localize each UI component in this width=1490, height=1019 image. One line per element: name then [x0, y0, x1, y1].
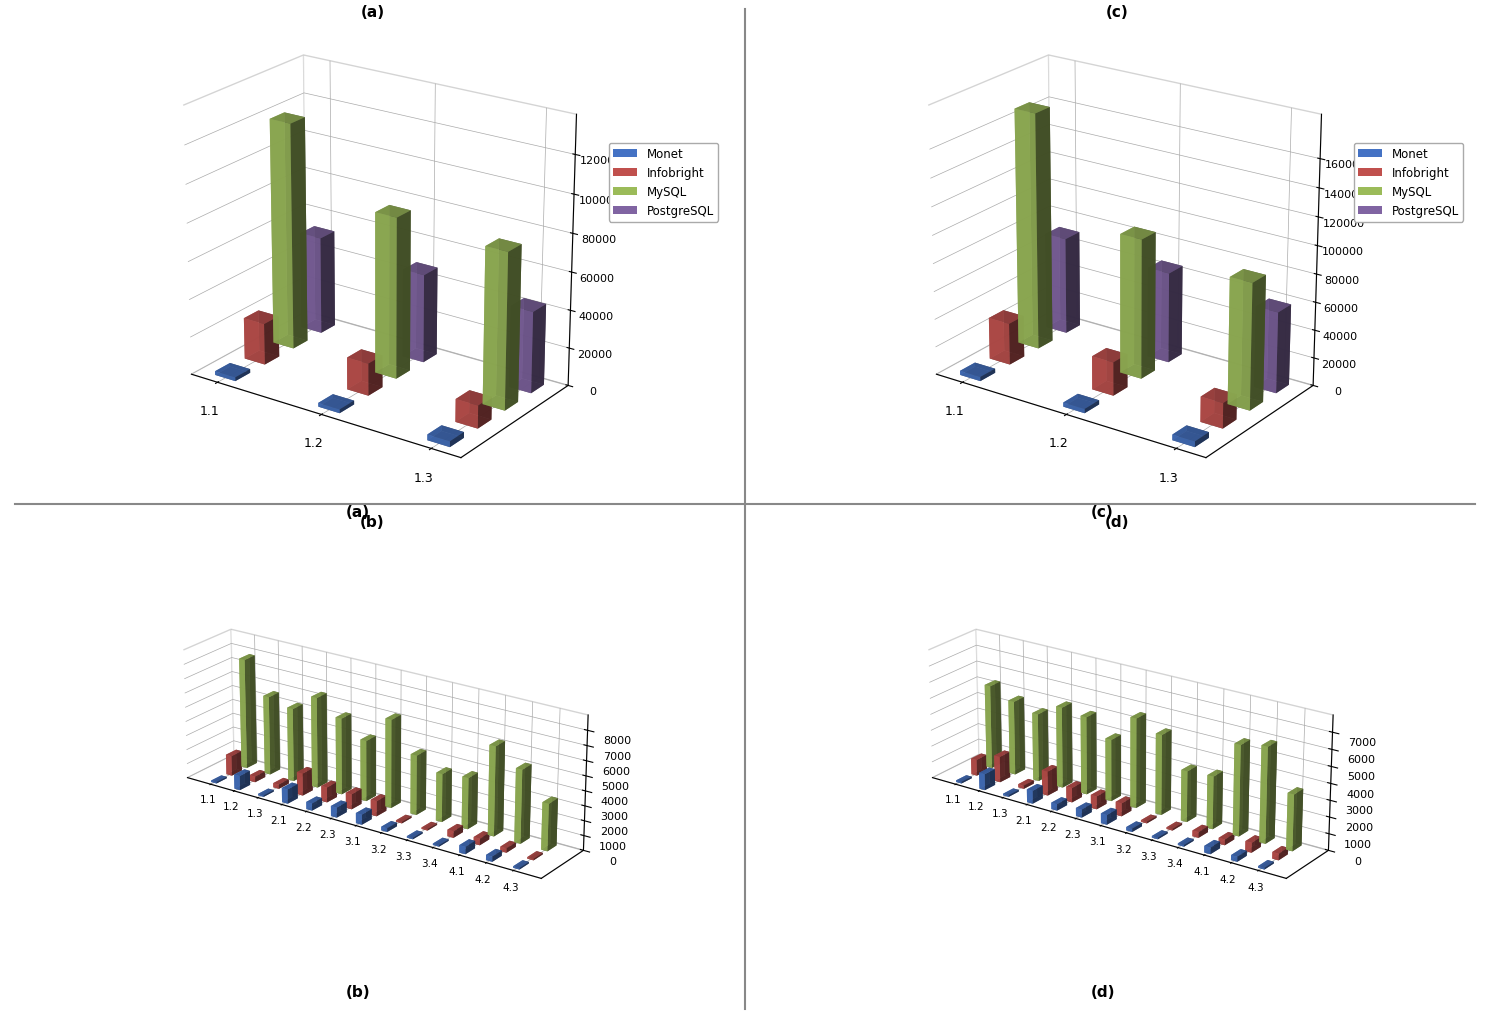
- Title: (d): (d): [1106, 515, 1129, 530]
- Title: (a): (a): [361, 5, 384, 20]
- Legend: Monet, Infobright, MySQL, PostgreSQL: Monet, Infobright, MySQL, PostgreSQL: [609, 144, 718, 222]
- Title: (b): (b): [361, 515, 384, 530]
- Text: (b): (b): [346, 983, 370, 999]
- Title: (c): (c): [1106, 5, 1129, 20]
- Legend: Monet, Infobright, MySQL, PostgreSQL: Monet, Infobright, MySQL, PostgreSQL: [1354, 144, 1463, 222]
- Text: (d): (d): [1091, 983, 1115, 999]
- Text: (c): (c): [1091, 504, 1115, 520]
- Text: (a): (a): [346, 504, 370, 520]
